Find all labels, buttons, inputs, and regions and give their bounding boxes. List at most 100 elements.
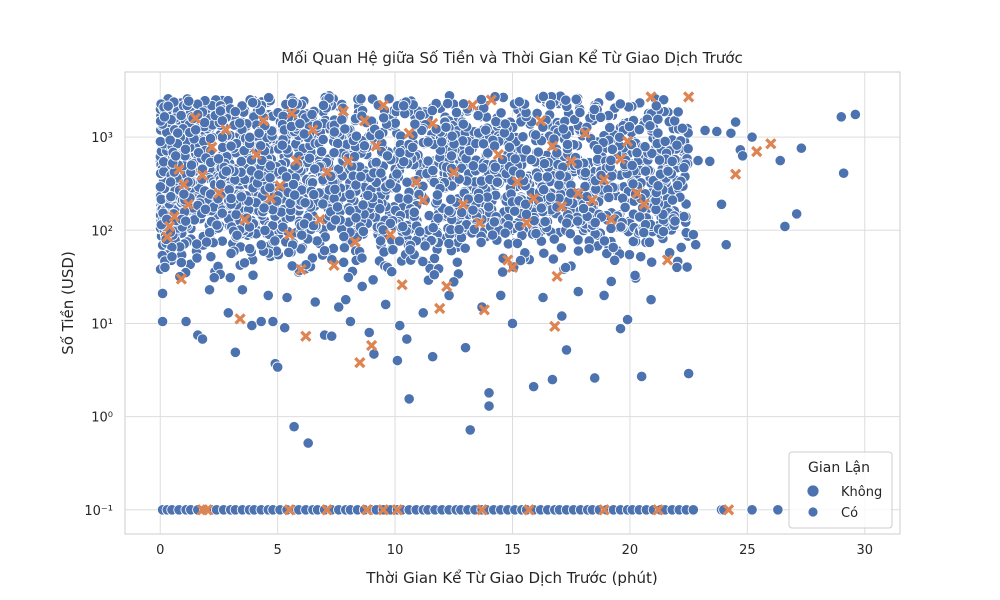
point-khong — [381, 150, 394, 162]
point-khong — [556, 310, 568, 322]
point-khong — [190, 124, 202, 136]
point-khong — [446, 130, 458, 142]
point-khong — [720, 239, 732, 251]
legend-title: Gian Lận — [808, 460, 870, 476]
point-khong — [391, 354, 404, 367]
point-khong — [546, 373, 559, 386]
point-khong — [530, 129, 542, 141]
point-khong — [525, 154, 537, 166]
point-khong — [538, 158, 551, 170]
point-khong — [779, 220, 791, 233]
point-khong — [555, 242, 567, 254]
point-khong — [403, 393, 415, 405]
point-khong — [774, 154, 786, 167]
point-khong — [457, 98, 470, 110]
point-khong — [358, 140, 371, 152]
point-co — [621, 135, 634, 148]
point-khong — [432, 212, 444, 224]
point-khong — [662, 165, 674, 177]
y-tick-label: 10⁰ — [91, 411, 113, 426]
point-co — [417, 194, 429, 206]
point-khong — [560, 344, 573, 356]
point-co — [283, 228, 296, 241]
point-co — [605, 214, 617, 226]
point-khong — [682, 143, 694, 155]
point-khong — [409, 118, 421, 130]
point-khong — [746, 504, 758, 516]
point-khong — [791, 208, 803, 220]
point-khong — [652, 127, 664, 139]
point-co — [274, 180, 286, 192]
point-co — [535, 115, 547, 127]
point-khong — [159, 261, 171, 273]
point-co — [476, 504, 488, 516]
point-khong — [570, 93, 582, 105]
point-khong — [216, 207, 228, 219]
point-khong — [253, 127, 265, 139]
point-khong — [404, 244, 416, 256]
point-khong — [537, 291, 549, 304]
point-khong — [298, 218, 310, 230]
point-khong — [185, 159, 198, 171]
point-khong — [572, 234, 584, 246]
point-co — [300, 330, 312, 342]
legend-marker-khong — [806, 484, 820, 498]
point-khong — [416, 124, 428, 136]
point-khong — [605, 222, 617, 234]
point-khong — [541, 171, 553, 183]
point-khong — [506, 317, 519, 330]
point-khong — [156, 315, 169, 328]
point-co — [307, 124, 319, 136]
point-co — [638, 198, 650, 210]
point-co — [631, 187, 643, 199]
tick-labels: 0 5 10 15 20 25 30 10⁻¹ 10⁰ 10¹ 10² 10³ — [84, 131, 873, 558]
point-co — [551, 270, 563, 283]
point-khong — [225, 192, 237, 205]
y-tick-label: 10¹ — [91, 317, 113, 332]
point-khong — [551, 147, 563, 159]
point-khong — [203, 284, 216, 296]
point-khong — [509, 205, 521, 217]
point-khong — [204, 133, 217, 145]
point-khong — [572, 285, 584, 298]
point-khong — [199, 203, 212, 215]
point-khong — [183, 95, 195, 107]
point-khong — [288, 421, 300, 433]
point-khong — [225, 247, 237, 259]
point-co — [257, 115, 270, 127]
point-khong — [180, 215, 192, 227]
point-khong — [368, 348, 380, 360]
point-khong — [477, 162, 489, 174]
point-khong — [579, 167, 592, 179]
point-khong — [229, 106, 241, 118]
point-khong — [247, 96, 259, 109]
point-khong — [180, 315, 192, 328]
point-co — [457, 198, 469, 210]
point-khong — [746, 131, 758, 143]
point-khong — [448, 276, 460, 288]
point-khong — [231, 229, 243, 241]
point-khong — [638, 226, 650, 239]
point-khong — [450, 106, 463, 119]
point-khong — [595, 111, 607, 123]
point-khong — [644, 120, 656, 132]
point-khong — [609, 254, 621, 266]
point-khong — [795, 142, 807, 154]
point-khong — [154, 181, 167, 193]
point-khong — [711, 125, 723, 138]
point-khong — [604, 90, 616, 102]
point-khong — [633, 124, 645, 136]
point-khong — [445, 150, 458, 162]
point-khong — [264, 172, 276, 184]
point-khong — [513, 96, 525, 108]
point-khong — [220, 165, 232, 177]
point-khong — [639, 141, 651, 153]
point-khong — [402, 193, 414, 205]
point-khong — [530, 227, 542, 240]
point-khong — [687, 228, 699, 241]
point-co — [337, 105, 350, 117]
point-co — [349, 236, 361, 248]
point-co — [234, 313, 246, 325]
point-co — [182, 198, 195, 210]
point-khong — [607, 241, 619, 254]
